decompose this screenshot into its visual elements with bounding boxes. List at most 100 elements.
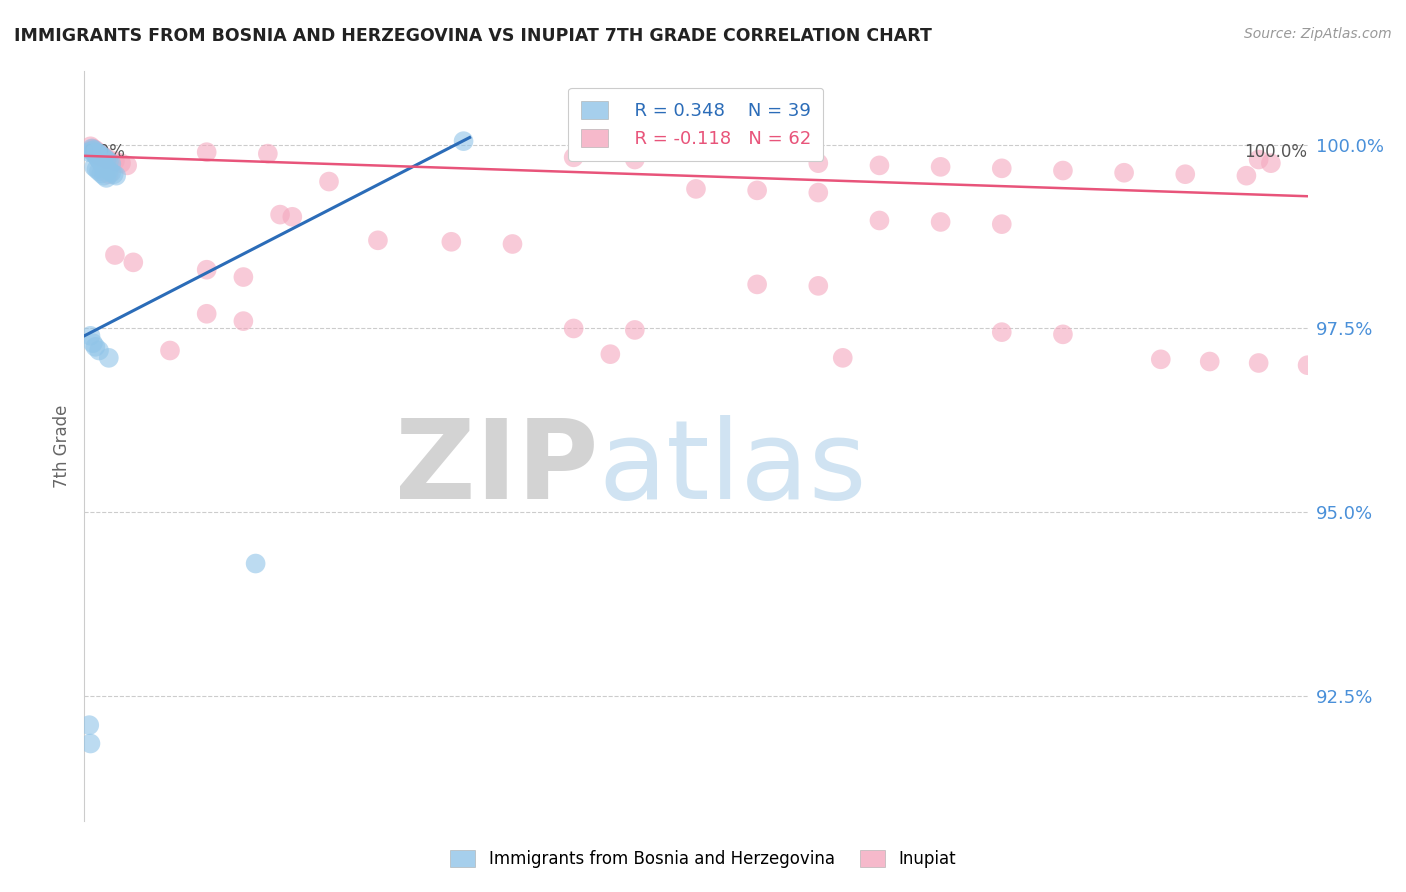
Point bbox=[685, 182, 707, 196]
Point bbox=[97, 167, 120, 181]
Point bbox=[991, 217, 1014, 231]
Point bbox=[86, 146, 108, 161]
Y-axis label: 7th Grade: 7th Grade bbox=[53, 404, 72, 488]
Point bbox=[97, 163, 120, 178]
Point bbox=[159, 343, 181, 358]
Point bbox=[831, 351, 853, 365]
Point bbox=[90, 166, 112, 180]
Point bbox=[929, 160, 952, 174]
Point bbox=[440, 235, 463, 249]
Point bbox=[104, 153, 127, 168]
Point bbox=[257, 146, 280, 161]
Point bbox=[367, 233, 389, 247]
Text: 0.0%: 0.0% bbox=[84, 143, 127, 161]
Point bbox=[115, 158, 138, 172]
Point bbox=[502, 237, 524, 252]
Point bbox=[77, 718, 100, 732]
Point bbox=[87, 149, 110, 163]
Point bbox=[747, 277, 769, 292]
Point bbox=[83, 146, 105, 161]
Point bbox=[86, 145, 108, 160]
Point bbox=[1296, 358, 1319, 372]
Text: 100.0%: 100.0% bbox=[1244, 143, 1308, 161]
Point bbox=[93, 169, 115, 183]
Point bbox=[91, 158, 114, 172]
Text: IMMIGRANTS FROM BOSNIA AND HERZEGOVINA VS INUPIAT 7TH GRADE CORRELATION CHART: IMMIGRANTS FROM BOSNIA AND HERZEGOVINA V… bbox=[14, 27, 932, 45]
Point bbox=[318, 175, 340, 189]
Point bbox=[232, 314, 254, 328]
Point bbox=[1236, 169, 1258, 183]
Point bbox=[93, 160, 115, 174]
Legend:   R = 0.348    N = 39,   R = -0.118   N = 62: R = 0.348 N = 39, R = -0.118 N = 62 bbox=[568, 88, 824, 161]
Point bbox=[90, 156, 112, 170]
Legend: Immigrants from Bosnia and Herzegovina, Inupiat: Immigrants from Bosnia and Herzegovina, … bbox=[444, 843, 962, 875]
Point bbox=[245, 557, 267, 571]
Point bbox=[1247, 356, 1270, 370]
Point bbox=[87, 151, 110, 165]
Point bbox=[195, 307, 218, 321]
Point bbox=[96, 161, 118, 176]
Point bbox=[869, 213, 891, 227]
Point bbox=[232, 270, 254, 285]
Point bbox=[97, 351, 120, 365]
Point bbox=[195, 145, 218, 160]
Point bbox=[97, 153, 120, 167]
Point bbox=[83, 145, 105, 160]
Point bbox=[82, 141, 104, 155]
Point bbox=[807, 156, 830, 170]
Point bbox=[624, 153, 647, 167]
Point bbox=[77, 145, 100, 160]
Point bbox=[79, 139, 101, 153]
Point bbox=[87, 145, 110, 160]
Point bbox=[453, 134, 475, 148]
Point bbox=[1052, 163, 1074, 178]
Text: atlas: atlas bbox=[598, 415, 866, 522]
Point bbox=[991, 161, 1014, 176]
Point bbox=[100, 157, 122, 171]
Point bbox=[89, 146, 111, 161]
Point bbox=[599, 347, 621, 361]
Point bbox=[929, 215, 952, 229]
Point bbox=[90, 151, 112, 165]
Point bbox=[91, 149, 114, 163]
Point bbox=[97, 154, 120, 169]
Point bbox=[86, 149, 108, 163]
Point bbox=[1260, 156, 1282, 170]
Point bbox=[96, 153, 118, 167]
Point bbox=[87, 164, 110, 178]
Point bbox=[1174, 167, 1197, 181]
Text: ZIP: ZIP bbox=[395, 415, 598, 522]
Point bbox=[1052, 327, 1074, 342]
Point bbox=[83, 160, 105, 174]
Point bbox=[1150, 352, 1173, 367]
Point bbox=[79, 328, 101, 343]
Point bbox=[94, 150, 117, 164]
Point bbox=[122, 255, 145, 269]
Point bbox=[84, 143, 107, 157]
Point bbox=[1247, 153, 1270, 167]
Point bbox=[991, 325, 1014, 339]
Point bbox=[87, 153, 110, 167]
Point bbox=[104, 248, 127, 262]
Point bbox=[83, 143, 105, 157]
Point bbox=[562, 321, 585, 335]
Point bbox=[105, 169, 128, 183]
Point bbox=[89, 153, 111, 168]
Point bbox=[281, 210, 304, 224]
Point bbox=[86, 162, 108, 177]
Point bbox=[562, 150, 585, 164]
Text: Source: ZipAtlas.com: Source: ZipAtlas.com bbox=[1244, 27, 1392, 41]
Point bbox=[96, 170, 118, 185]
Point bbox=[84, 340, 107, 354]
Point bbox=[110, 156, 132, 170]
Point bbox=[1198, 354, 1220, 368]
Point bbox=[869, 158, 891, 172]
Point bbox=[79, 737, 101, 751]
Point bbox=[747, 183, 769, 197]
Point bbox=[100, 166, 122, 180]
Point bbox=[195, 262, 218, 277]
Point bbox=[807, 278, 830, 293]
Point bbox=[80, 141, 103, 155]
Point bbox=[90, 149, 112, 163]
Point bbox=[269, 208, 291, 222]
